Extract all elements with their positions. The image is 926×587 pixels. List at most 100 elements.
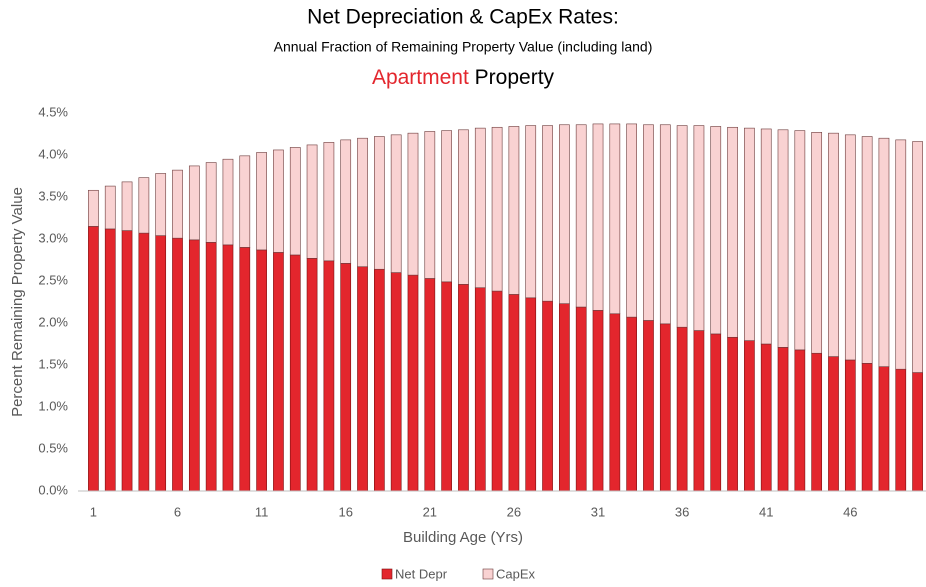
- bar-segment: [407, 274, 419, 492]
- bar-segment: [559, 303, 570, 492]
- bar-segment: [794, 130, 806, 351]
- bar-segment: [508, 294, 520, 492]
- bar-segment: [88, 226, 99, 492]
- x-tick-label: 26: [507, 504, 521, 519]
- property-word: Property: [475, 66, 555, 89]
- bar-segment: [844, 359, 856, 492]
- bar-segment: [609, 313, 621, 492]
- bar-segment: [88, 189, 99, 227]
- y-tick-label: 4.5%: [38, 104, 68, 119]
- bar-segment: [188, 239, 200, 492]
- bar-segment: [626, 316, 637, 492]
- bar-segment: [390, 134, 402, 273]
- bar-segment: [744, 340, 755, 492]
- bar-segment: [592, 123, 604, 311]
- bar-segment: [357, 137, 368, 268]
- x-tick-label: 41: [759, 504, 773, 519]
- bar-segment: [205, 242, 217, 492]
- bar-segment: [323, 260, 335, 492]
- bar-segment: [205, 162, 217, 243]
- y-tick-label: 1.0%: [38, 398, 68, 413]
- bar-segment: [626, 123, 637, 318]
- bar-segment: [407, 132, 419, 276]
- legend-label: Net Depr: [395, 566, 448, 581]
- bar-segment: [609, 123, 621, 315]
- bar-segment: [474, 287, 486, 492]
- chart-subtitle: Annual Fraction of Remaining Property Va…: [274, 39, 653, 55]
- bar-segment: [256, 249, 267, 492]
- bar-segment: [188, 165, 200, 241]
- bar-segment: [121, 181, 133, 231]
- bar-segment: [811, 352, 823, 492]
- bar-segment: [172, 237, 183, 492]
- bar-segment: [794, 349, 806, 492]
- bar-segment: [155, 173, 167, 236]
- legend-swatch: [482, 568, 494, 580]
- bar-segment: [878, 366, 890, 492]
- x-tick-label: 1: [90, 504, 97, 519]
- bar-segment: [138, 177, 150, 234]
- bar-segment: [895, 139, 907, 370]
- bar-segment: [239, 155, 251, 248]
- bar-segment: [760, 128, 772, 345]
- bar-segment: [323, 142, 335, 262]
- bar-segment: [491, 290, 503, 492]
- bar-segment: [441, 130, 452, 283]
- y-tick-label: 2.0%: [38, 314, 68, 329]
- x-tick-label: 16: [338, 504, 352, 519]
- bar-segment: [104, 185, 116, 230]
- bar-segment: [542, 125, 553, 302]
- bar-segment: [289, 254, 301, 492]
- bar-segment: [828, 356, 839, 492]
- property-line: Apartment Property: [372, 66, 555, 89]
- bar-segment: [222, 158, 234, 246]
- bar-segment: [138, 232, 150, 492]
- y-tick-label: 4.0%: [38, 146, 68, 161]
- bar-segment: [710, 333, 722, 492]
- bar-segment: [861, 363, 873, 492]
- x-tick-label: 46: [843, 504, 857, 519]
- bar-segment: [777, 129, 789, 348]
- bar-segment: [895, 368, 907, 492]
- bar-segment: [357, 266, 368, 492]
- bar-segment: [878, 137, 890, 367]
- bar-segment: [659, 323, 671, 492]
- bar-segment: [676, 326, 688, 492]
- bar-segment: [340, 139, 352, 264]
- bar-segment: [172, 169, 183, 239]
- y-axis-label: Percent Remaining Property Value: [9, 187, 26, 417]
- bar-segment: [306, 258, 318, 492]
- bar-segment: [525, 297, 537, 492]
- bar-segment: [760, 343, 772, 492]
- bar-segment: [458, 284, 469, 492]
- y-tick-label: 0.5%: [38, 440, 68, 455]
- bar-segment: [828, 132, 839, 357]
- bar-segment: [239, 247, 251, 492]
- bar-segment: [643, 320, 654, 492]
- legend-label: CapEx: [496, 566, 536, 581]
- bar-segment: [256, 152, 267, 251]
- bar-segment: [844, 134, 856, 361]
- bar-segment: [643, 124, 654, 321]
- chart-title: Net Depreciation & CapEx Rates:: [307, 6, 619, 29]
- bar-segment: [542, 300, 553, 492]
- bar-segment: [306, 144, 318, 259]
- bar-segment: [155, 235, 167, 492]
- bar-segment: [104, 228, 116, 492]
- bar-segment: [289, 147, 301, 256]
- y-tick-label: 3.0%: [38, 230, 68, 245]
- legend-swatch: [381, 568, 393, 580]
- x-tick-label: 11: [255, 504, 269, 519]
- bar-segment: [374, 268, 385, 492]
- x-tick-label: 36: [675, 504, 689, 519]
- x-axis-label: Building Age (Yrs): [403, 529, 523, 546]
- bar-segment: [424, 278, 436, 492]
- bar-segment: [559, 124, 570, 304]
- bar-segment: [727, 126, 738, 338]
- bar-segment: [121, 230, 133, 492]
- bar-segment: [693, 125, 705, 331]
- bar-segment: [390, 272, 402, 492]
- y-tick-label: 0.0%: [38, 482, 68, 497]
- bar-segment: [575, 306, 587, 492]
